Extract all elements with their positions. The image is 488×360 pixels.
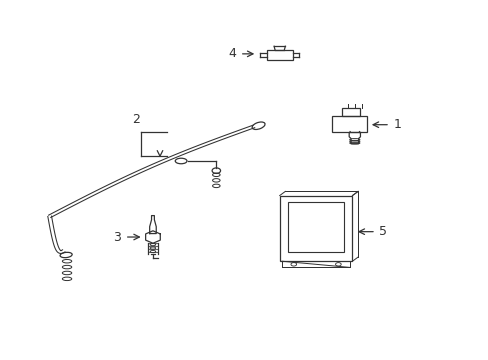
Bar (287, 202, 344, 252)
Text: 2: 2 (132, 113, 140, 126)
Text: 5: 5 (379, 225, 386, 238)
Bar (332, 116, 367, 132)
Bar (279, 195, 352, 261)
Bar (341, 108, 360, 116)
Text: 1: 1 (392, 118, 400, 131)
Text: 4: 4 (228, 48, 236, 60)
Text: 3: 3 (113, 230, 121, 243)
Bar (266, 50, 292, 60)
